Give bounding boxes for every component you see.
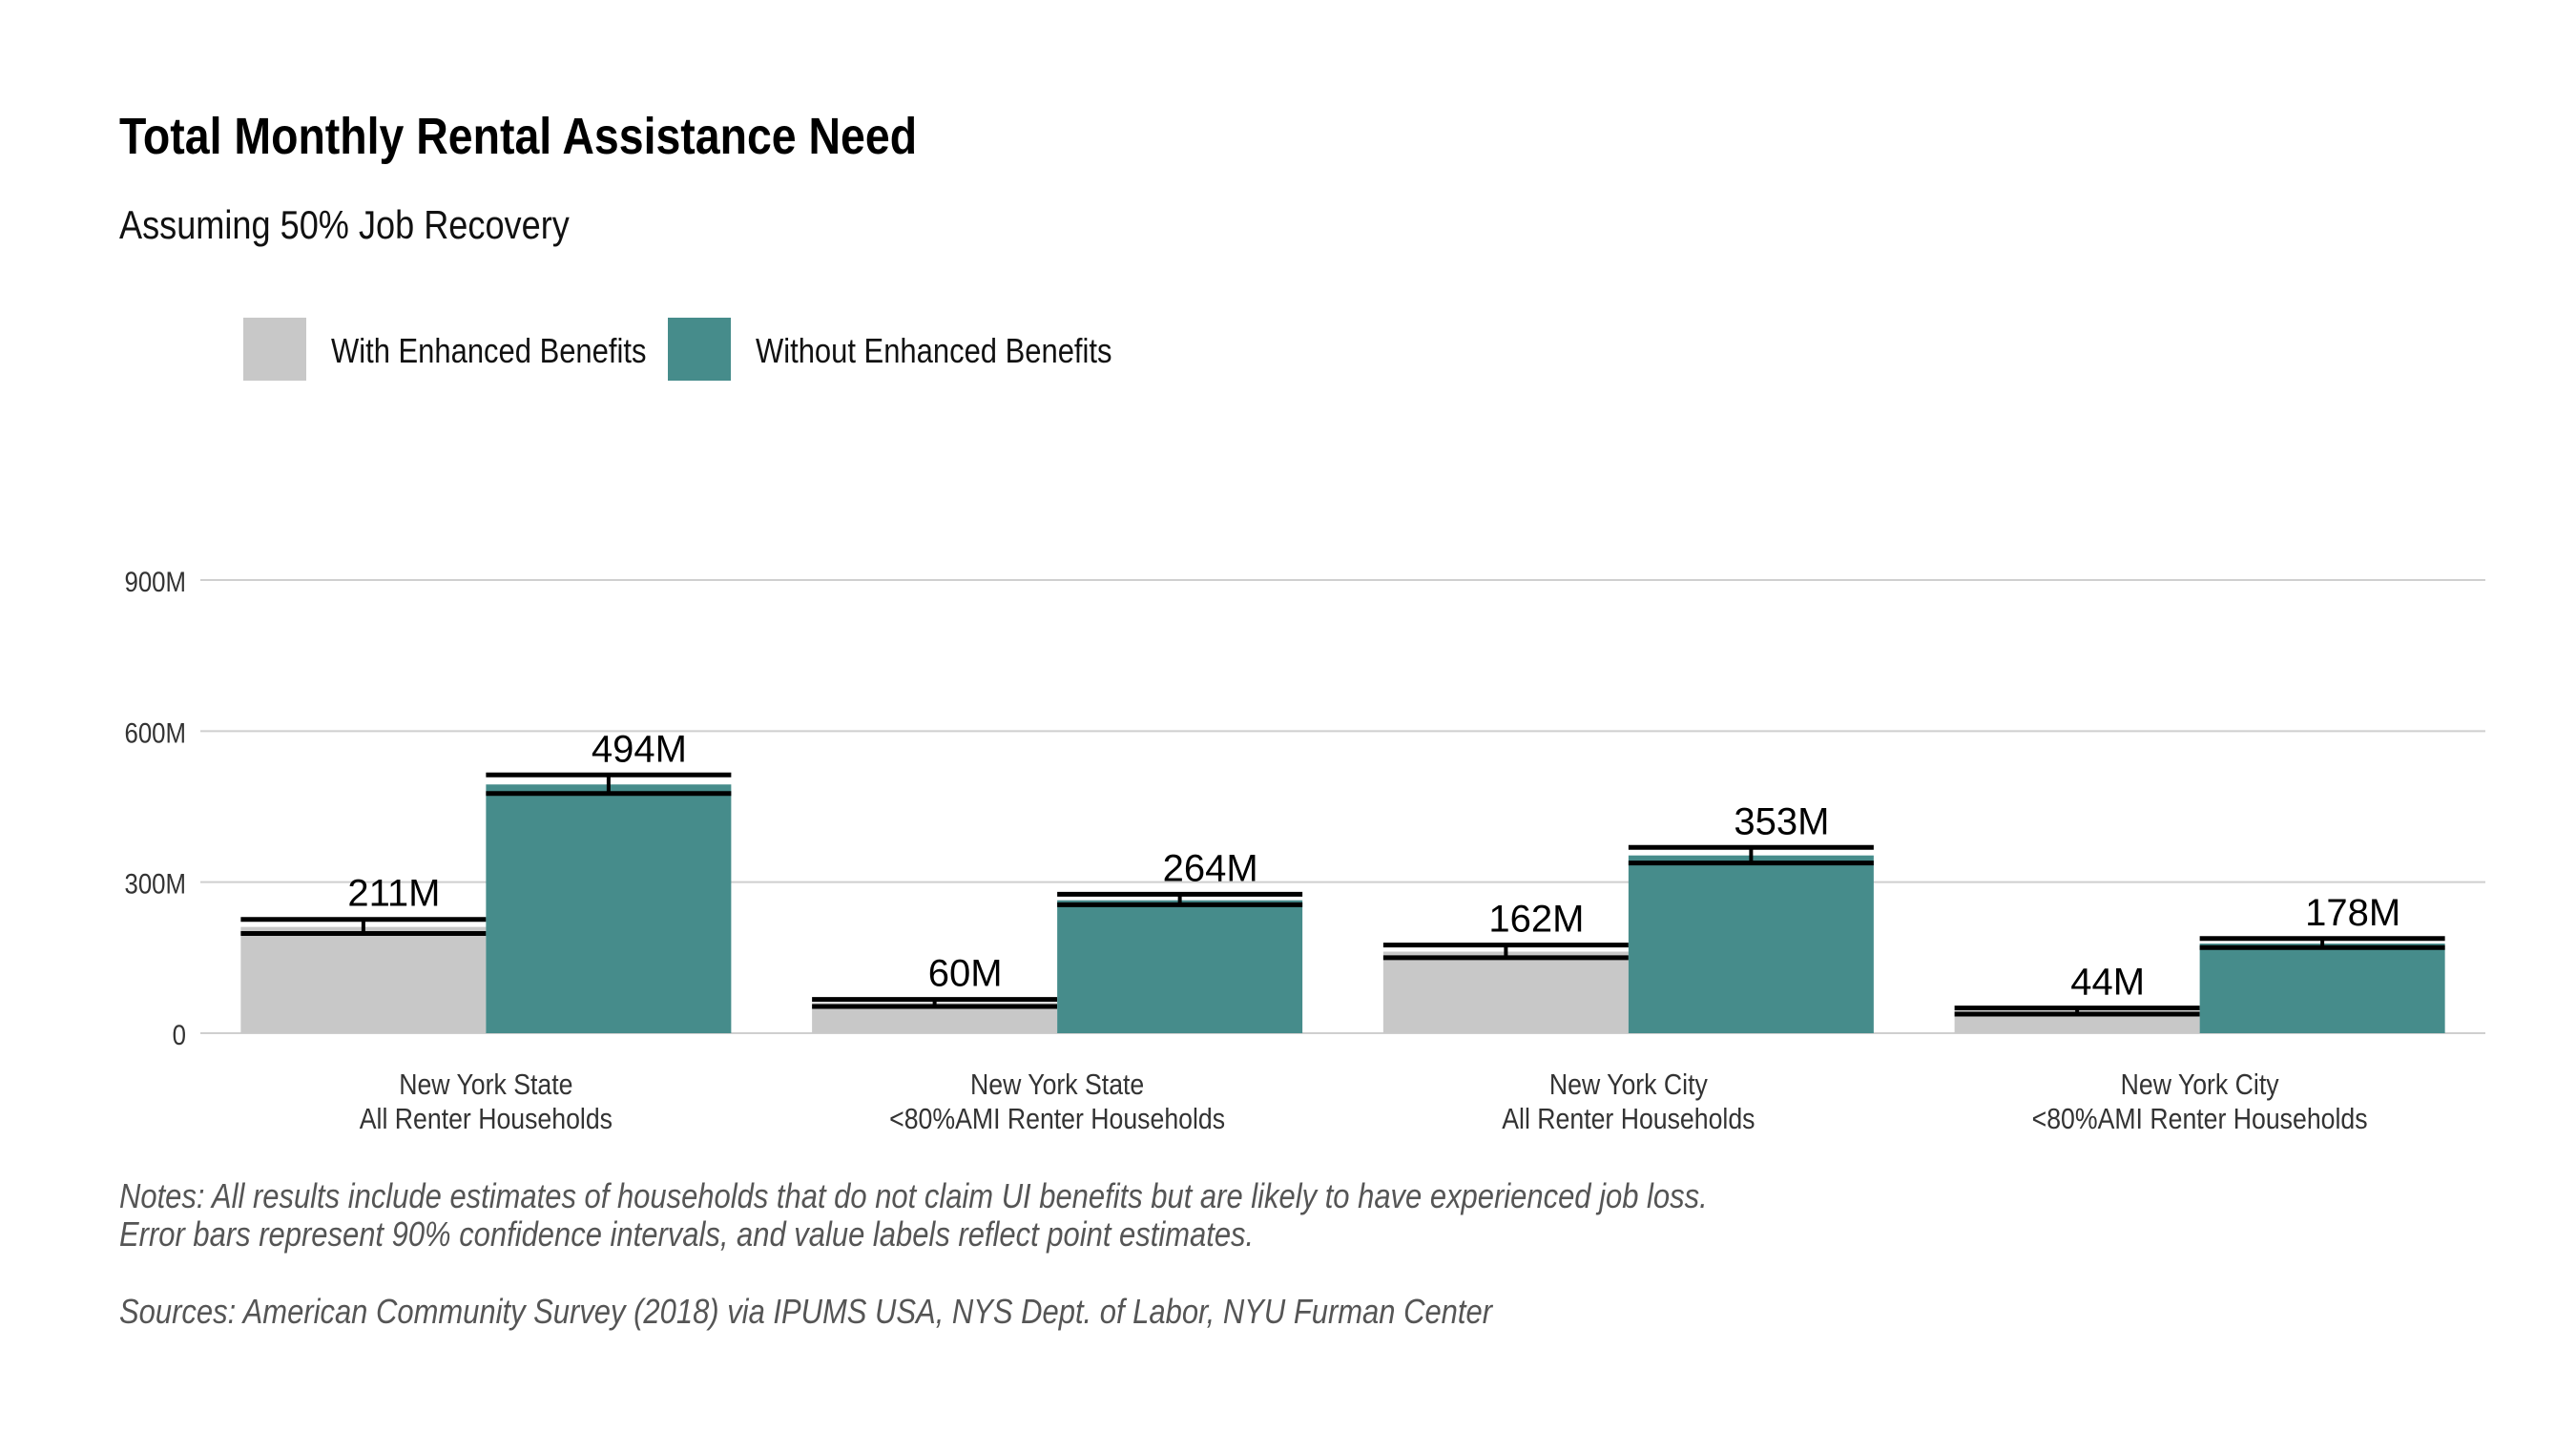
- bar-s1-c0: [486, 784, 732, 1033]
- legend-swatch-without-enhanced-benefits: [668, 318, 731, 381]
- bar-s1-c2: [1628, 855, 1874, 1033]
- legend-label-with-enhanced-benefits: With Enhanced Benefits: [331, 331, 647, 370]
- data-label-s0-c0: 211M: [347, 873, 440, 915]
- data-label-s0-c1: 60M: [928, 953, 1003, 995]
- y-tick-label-0: 0: [173, 1019, 186, 1050]
- chart-subtitle: Assuming 50% Job Recovery: [119, 202, 570, 247]
- data-label-s1-c0: 494M: [592, 728, 687, 770]
- x-tick-label-c3-line1: <80%AMI Renter Households: [2032, 1103, 2368, 1135]
- x-tick-label-c1-line1: <80%AMI Renter Households: [889, 1103, 1225, 1135]
- x-tick-label-c2-line0: New York City: [1549, 1068, 1708, 1101]
- y-tick-label-2: 600M: [124, 717, 186, 749]
- data-label-s1-c1: 264M: [1163, 847, 1258, 889]
- x-tick-label-c1-line0: New York State: [970, 1068, 1144, 1101]
- y-tick-label-3: 900M: [124, 566, 186, 597]
- data-label-s1-c2: 353M: [1734, 800, 1829, 842]
- bar-s0-c3: [1954, 1010, 2200, 1033]
- legend-label-without-enhanced-benefits: Without Enhanced Benefits: [756, 331, 1112, 370]
- bar-s1-c3: [2199, 944, 2445, 1033]
- bar-s0-c0: [240, 926, 487, 1033]
- y-tick-label-1: 300M: [124, 868, 186, 900]
- chart-note-1: Notes: All results include estimates of …: [119, 1176, 1708, 1215]
- chart-sources: Sources: American Community Survey (2018…: [119, 1292, 1493, 1331]
- bar-s0-c2: [1382, 951, 1629, 1033]
- bar-s1-c1: [1057, 900, 1303, 1033]
- data-label-s0-c2: 162M: [1488, 899, 1584, 941]
- data-label-s0-c3: 44M: [2070, 962, 2145, 1004]
- x-tick-label-c2-line1: All Renter Households: [1502, 1103, 1755, 1135]
- x-tick-label-c0-line1: All Renter Households: [360, 1103, 613, 1135]
- chart-note-2: Error bars represent 90% confidence inte…: [119, 1214, 1255, 1254]
- x-tick-label-c0-line0: New York State: [399, 1068, 572, 1101]
- x-tick-label-c3-line0: New York City: [2121, 1068, 2279, 1101]
- legend-swatch-with-enhanced-benefits: [243, 318, 306, 381]
- data-label-s1-c3: 178M: [2305, 892, 2400, 934]
- chart-title: Total Monthly Rental Assistance Need: [119, 108, 918, 165]
